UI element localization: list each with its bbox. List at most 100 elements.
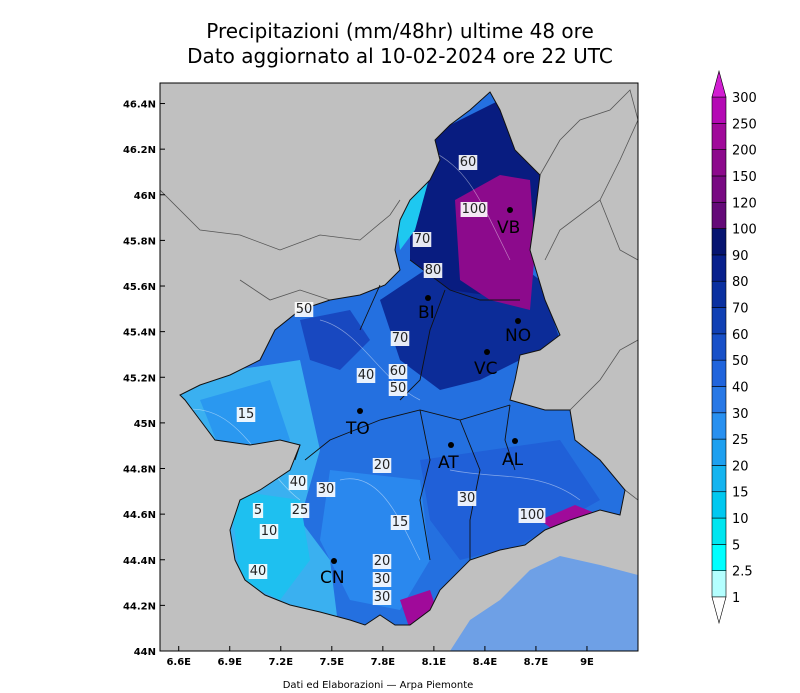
colorbar-box xyxy=(711,517,727,545)
contour-label: 60 xyxy=(460,155,477,170)
contour-label-box xyxy=(372,458,392,473)
x-tick-label: 6.6E xyxy=(166,657,191,668)
title: Precipitazioni (mm/48hr) ultime 48 ore xyxy=(206,19,594,43)
country-border xyxy=(569,339,638,411)
contour-label: 30 xyxy=(318,482,335,497)
sea xyxy=(450,556,638,651)
contour-label: 40 xyxy=(290,475,307,490)
city-dot xyxy=(331,558,337,564)
y-tick-label: 46N xyxy=(134,191,156,202)
colorbar-label: 25 xyxy=(732,433,749,448)
contour-label: 15 xyxy=(392,515,409,530)
contour-label: 40 xyxy=(358,368,375,383)
contour-label: 5 xyxy=(254,503,262,518)
x-tick-label: 9E xyxy=(580,657,594,668)
city-dot xyxy=(515,318,521,324)
contour-label: 10 xyxy=(261,524,278,539)
colorbar-box xyxy=(711,412,727,440)
contour-label-box xyxy=(518,508,546,523)
contour-label-box xyxy=(390,515,410,530)
colorbar-over xyxy=(711,69,727,98)
colorbar-label: 300 xyxy=(732,91,757,106)
country-border xyxy=(539,89,638,261)
colorbar-box xyxy=(711,307,727,335)
city-dot xyxy=(425,295,431,301)
precip-zone xyxy=(395,175,430,250)
country-border xyxy=(599,199,638,261)
colorbar-box xyxy=(711,175,727,203)
province-label: AT xyxy=(438,453,459,473)
contour-label-box xyxy=(423,263,443,278)
contour-label-box xyxy=(288,475,308,490)
colorbar-box xyxy=(711,333,727,361)
y-tick-label: 45.2N xyxy=(123,373,156,384)
precip-zone xyxy=(320,470,430,610)
province-label: TO xyxy=(345,419,370,439)
map-frame xyxy=(159,82,639,652)
contour-label-box xyxy=(372,590,392,605)
colorbar-box xyxy=(711,438,727,466)
contour-label-box xyxy=(290,503,310,518)
contour-label: 50 xyxy=(390,381,407,396)
x-tick-label: 8.4E xyxy=(473,657,498,668)
colorbar-label: 250 xyxy=(732,117,757,132)
colorbar-box xyxy=(711,359,727,387)
province-labels: VB BI NO VC TO AT AL CN xyxy=(320,207,531,588)
y-tick-label: 46.4N xyxy=(123,100,156,111)
y-tick-label: 44.8N xyxy=(123,465,156,476)
contour-label: 80 xyxy=(425,263,442,278)
colorbar-box xyxy=(711,491,727,519)
contour-label-box xyxy=(248,564,268,579)
contour-label: 15 xyxy=(238,407,255,422)
y-tick-label: 45N xyxy=(134,419,156,430)
x-tick-label: 7.8E xyxy=(371,657,396,668)
contour-label-box xyxy=(372,554,392,569)
colorbar-box xyxy=(711,254,727,282)
city-dot xyxy=(507,207,513,213)
x-tick-label: 7.2E xyxy=(269,657,294,668)
province-label: VB xyxy=(497,218,520,238)
contour-label: 40 xyxy=(250,564,267,579)
subtitle: Dato aggiornato al 10-02-2024 ore 22 UTC xyxy=(187,44,613,68)
colorbar-label: 90 xyxy=(732,249,749,264)
contour-label-box xyxy=(316,482,336,497)
colorbar-label: 1 xyxy=(732,591,740,606)
contour-label: 100 xyxy=(520,508,545,523)
city-dot xyxy=(448,442,454,448)
city-dot xyxy=(484,349,490,355)
colorbar-box xyxy=(711,201,727,229)
contour-label-box xyxy=(259,524,279,539)
y-tick-label: 44N xyxy=(134,647,156,658)
province-label: CN xyxy=(320,568,345,588)
city-dot xyxy=(357,408,363,414)
colorbar-label: 30 xyxy=(732,407,749,422)
y-tick-label: 45.4N xyxy=(123,328,156,339)
contour-label: 30 xyxy=(374,572,391,587)
y-tick-label: 45.8N xyxy=(123,236,156,247)
colorbar-box xyxy=(711,570,727,598)
y-tick-label: 44.6N xyxy=(123,510,156,521)
contour-label-box xyxy=(388,364,408,379)
colorbar-box xyxy=(711,544,727,571)
contour-label: 60 xyxy=(390,364,407,379)
colorbar-label: 100 xyxy=(732,223,757,238)
contour-label: 30 xyxy=(374,590,391,605)
colorbar-label: 50 xyxy=(732,354,749,369)
y-tick-label: 45.6N xyxy=(123,282,156,293)
contour-label: 70 xyxy=(392,331,409,346)
colorbar-label: 120 xyxy=(732,196,757,211)
country-border xyxy=(239,279,331,301)
x-tick-label: 8.7E xyxy=(524,657,549,668)
map-area xyxy=(160,83,638,651)
colorbar-box xyxy=(711,96,727,124)
colorbar-label: 200 xyxy=(732,144,757,159)
province-label: VC xyxy=(474,359,498,379)
colorbar-label: 60 xyxy=(732,328,749,343)
y-tick-label: 46.2N xyxy=(123,145,156,156)
contour-labels: 60 100 70 80 50 70 40 60 50 15 40 30 20 … xyxy=(236,155,546,605)
y-tick-label: 44.4N xyxy=(123,556,156,567)
contour-label-box xyxy=(412,232,432,247)
colorbar-label: 80 xyxy=(732,275,749,290)
contour-label-box xyxy=(294,302,314,317)
